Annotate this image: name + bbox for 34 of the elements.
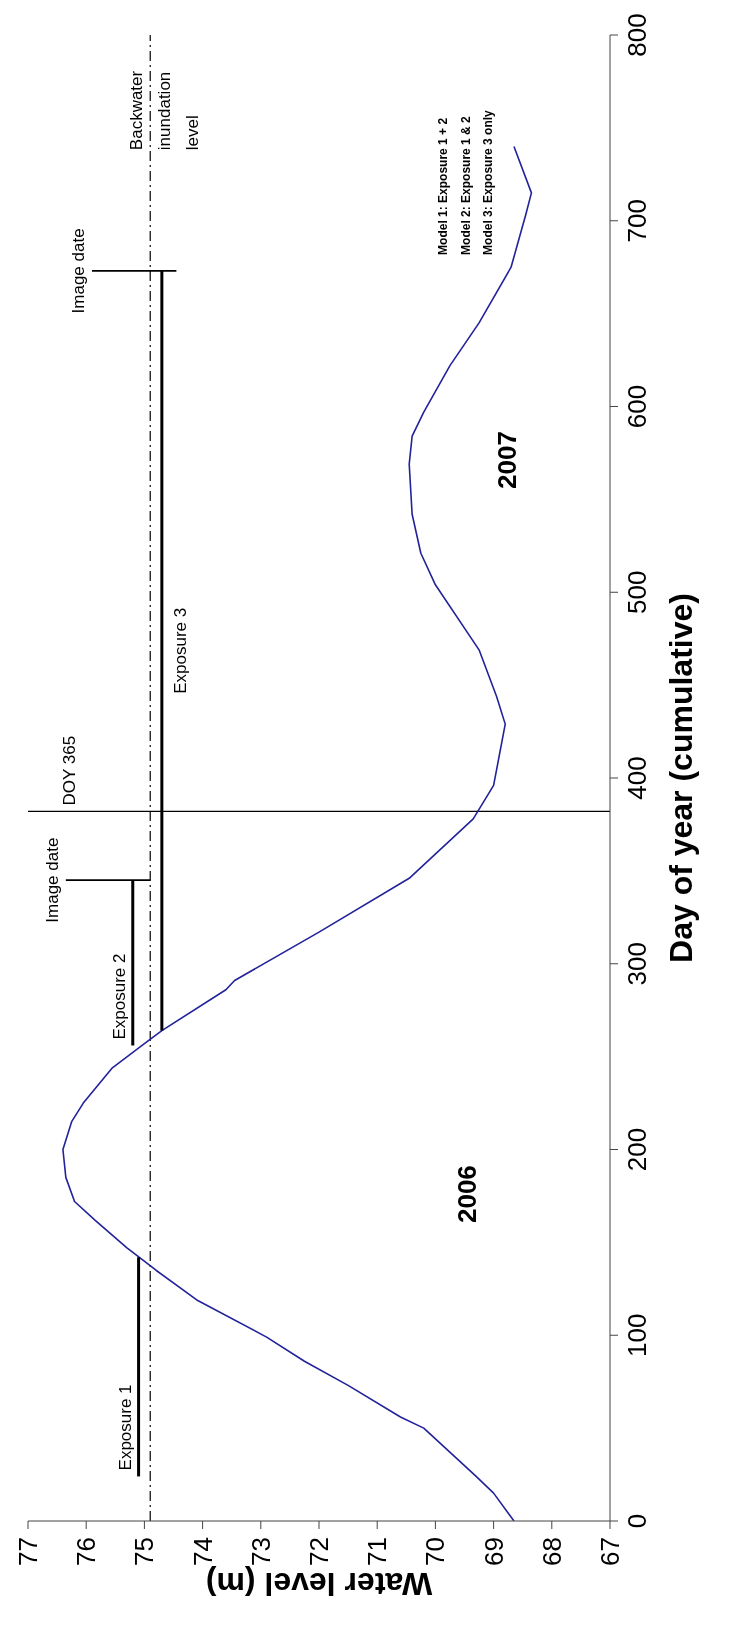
ref-line-label: Backwater inundation level <box>127 70 203 151</box>
x-tick-label: 70 <box>420 1537 451 1566</box>
y-tick-label: 300 <box>622 942 653 986</box>
x-tick-label: 71 <box>362 1537 393 1566</box>
y-axis-title: Day of year (cumulative) <box>663 593 699 963</box>
annotation: Model 2: Exposure 1 & 2 <box>459 115 474 255</box>
annotation: 2006 <box>452 1165 483 1223</box>
x-tick-label: 74 <box>187 1537 218 1566</box>
x-axis-title: Water level (m) <box>205 1565 433 1602</box>
y-tick-label: 200 <box>622 1127 653 1172</box>
annotation: Model 1: Exposure 1 + 2 <box>436 117 451 255</box>
x-tick-label: 73 <box>245 1537 276 1566</box>
y-tick-label: 0 <box>622 1513 653 1529</box>
text: Image date <box>69 228 89 314</box>
y-tick-label: 100 <box>622 1313 653 1357</box>
annotation: 2007 <box>491 431 522 489</box>
y-tick-label: 800 <box>622 13 653 57</box>
text: Image date <box>42 837 62 923</box>
annotation: Model 3: Exposure 3 only <box>480 109 495 255</box>
text: Exposure 3 <box>170 607 190 694</box>
x-tick-label: 75 <box>129 1537 160 1566</box>
x-tick-label: 72 <box>304 1537 335 1566</box>
y-tick-label: 600 <box>622 384 653 429</box>
x-tick-label: 68 <box>536 1537 567 1566</box>
y-tick-label: 500 <box>622 570 653 614</box>
x-tick-label: 77 <box>13 1537 44 1566</box>
x-tick-label: 76 <box>71 1537 102 1566</box>
x-tick-label: 69 <box>478 1537 509 1566</box>
text: Exposure 2 <box>109 953 129 1040</box>
y-tick-label: 400 <box>622 756 653 800</box>
text: Exposure 1 <box>115 1384 135 1471</box>
ref-line-label: DOY 365 <box>59 735 79 806</box>
y-tick-label: 700 <box>622 199 653 243</box>
x-tick-label: 67 <box>595 1537 626 1566</box>
